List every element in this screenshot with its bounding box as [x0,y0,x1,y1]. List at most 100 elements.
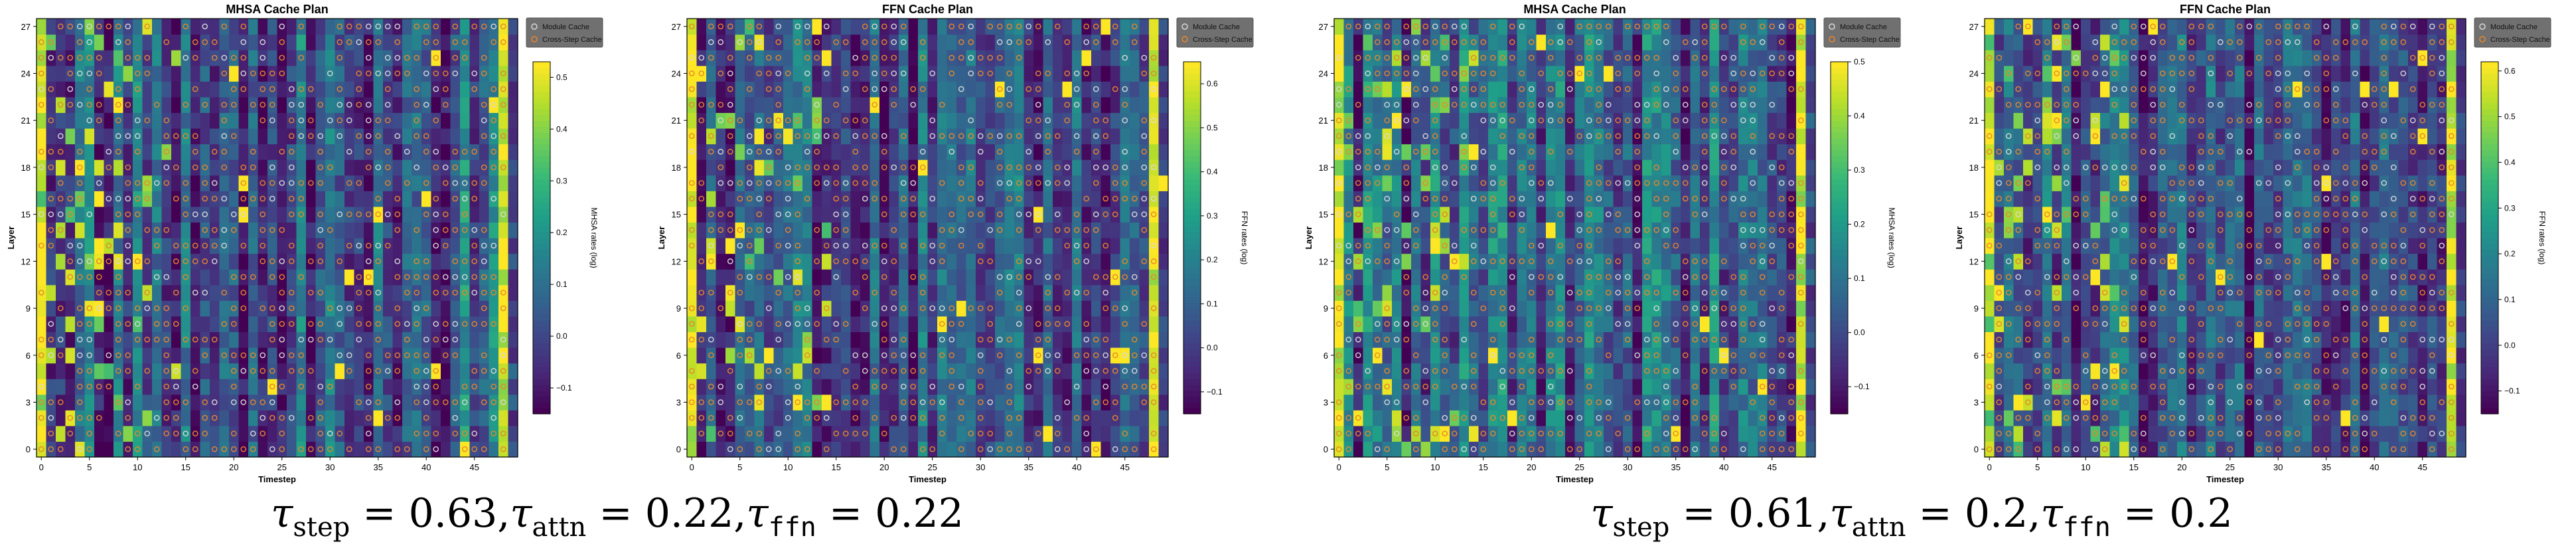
heatmap-cell [479,253,490,270]
heatmap-cell [745,128,755,145]
module-cache-marker [823,133,830,139]
heatmap-cell [94,191,105,207]
cross-step-cache-marker [337,23,343,30]
heatmap-cell [947,238,957,254]
cross-step-cache-marker [269,305,275,312]
heatmap-cell [460,347,471,364]
heatmap-cell [995,81,1006,98]
heatmap-cell [754,425,765,442]
cross-step-cache-marker [1083,321,1090,327]
heatmap-cell [248,96,259,114]
heatmap-cell [364,238,374,254]
heatmap-cell [248,425,259,442]
heatmap-cell [1392,410,1402,426]
cross-step-cache-marker [269,336,275,343]
heatmap-cell [123,363,133,379]
cross-step-cache-marker [240,54,247,61]
cross-step-cache-marker [842,227,849,233]
cross-step-cache-marker [67,430,74,436]
heatmap-cell [479,19,490,35]
heatmap-cell [325,253,336,270]
module-cache-marker [86,211,93,217]
cross-step-cache-marker [471,23,478,30]
heatmap-cell [1343,19,1354,35]
heatmap-cell [75,175,86,191]
module-cache-marker [1412,211,1419,217]
cross-step-cache-marker [804,414,810,421]
module-cache-marker [1412,39,1419,45]
heatmap-cell [152,222,163,238]
heatmap-cell [1392,441,1402,458]
heatmap-cell [114,425,124,442]
module-cache-marker [795,321,801,327]
heatmap-cell [171,34,182,50]
heatmap-cell [1149,19,1160,35]
cross-step-cache-marker [260,242,266,249]
cross-step-cache-marker [1150,352,1157,359]
heatmap-cell [123,316,133,333]
module-cache-marker [1073,70,1080,76]
heatmap-cell [735,316,745,333]
cross-step-cache-marker [1141,227,1148,233]
heatmap-cell [219,379,230,395]
heatmap-cell [37,191,47,207]
cross-step-cache-marker [1141,258,1148,264]
module-cache-marker [1131,211,1138,217]
cross-step-cache-marker [134,70,141,76]
heatmap-cell [489,191,499,207]
cross-step-cache-marker [804,195,810,202]
cross-step-cache-marker [708,102,714,108]
heatmap-cell [927,159,938,176]
cross-step-cache-marker [1025,368,1032,374]
heatmap-cell [450,159,461,176]
heatmap-cell [479,441,490,458]
cross-step-cache-marker [1150,305,1157,312]
heatmap-cell [441,175,451,191]
module-cache-marker [1422,305,1429,312]
module-cache-marker [795,274,801,280]
heatmap-cell [995,191,1006,207]
cross-step-cache-marker [765,117,772,124]
cross-step-cache-marker [881,336,887,343]
cross-step-cache-marker [1403,164,1410,171]
cross-step-cache-marker [1384,164,1391,171]
cross-step-cache-marker [414,430,420,436]
cross-step-cache-marker [337,117,343,124]
heatmap-cell [1158,300,1169,317]
colorbar-segment [533,137,550,145]
module-cache-marker [1122,368,1128,374]
cross-step-cache-marker [76,368,83,374]
heatmap-cell [812,425,822,442]
module-cache-marker [365,133,372,139]
heatmap-cell [392,253,403,270]
cross-step-cache-marker [192,430,198,436]
heatmap-cell [65,269,76,286]
heatmap-cell [879,34,890,50]
heatmap-cell [745,175,755,191]
cross-step-cache-marker [1355,102,1361,108]
heatmap-cell [75,347,86,364]
module-cache-marker [785,242,791,249]
heatmap-cell [469,50,480,66]
heatmap-cell [918,331,929,348]
module-cache-marker [115,39,121,45]
heatmap-cell [1401,331,1412,348]
cross-step-cache-marker [987,321,994,327]
module-cache-marker [1093,86,1099,92]
heatmap-cell [37,347,47,364]
heatmap-cell [985,284,996,301]
heatmap-cell [831,284,842,301]
heatmap-cell [1411,81,1422,98]
cross-step-cache-marker [404,290,410,296]
heatmap-cell [65,159,76,176]
heatmap-cell [956,128,967,145]
heatmap-cell [918,300,929,317]
module-cache-marker [279,258,285,264]
cross-step-cache-marker [746,54,753,61]
heatmap-cell [773,253,784,270]
cross-step-cache-marker [852,70,859,76]
heatmap-cell [937,175,948,191]
cross-step-cache-marker [814,180,820,186]
heatmap-cell [1363,175,1373,191]
heatmap-cell [908,128,919,145]
